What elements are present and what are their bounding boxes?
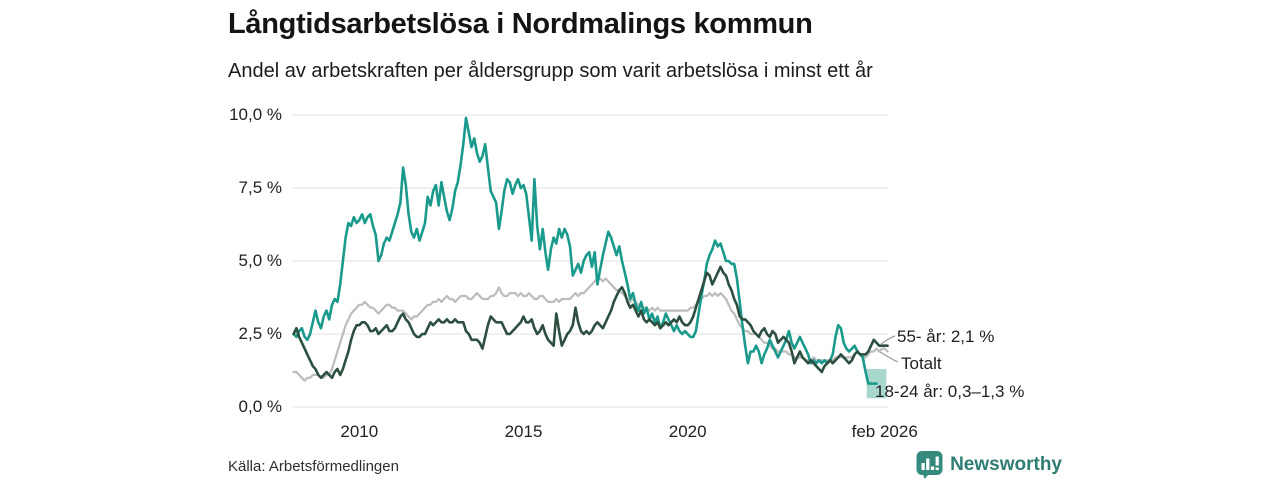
page-subtitle: Andel av arbetskraften per åldersgrupp s… bbox=[228, 60, 873, 82]
series-line-total bbox=[292, 277, 889, 382]
page-title: Långtidsarbetslösa i Nordmalings kommun bbox=[228, 8, 813, 40]
newsworthy-logo[interactable]: Newsworthy bbox=[916, 450, 1062, 479]
y-axis-tick-label: 2,5 % bbox=[238, 324, 282, 343]
series-line-senior bbox=[292, 265, 889, 380]
x-axis-tick-label: 2010 bbox=[340, 422, 379, 441]
x-axis-tick-label: 2015 bbox=[504, 422, 543, 441]
series-label-senior: 55- år: 2,1 % bbox=[897, 327, 995, 346]
y-axis-tick-label: 5,0 % bbox=[238, 251, 282, 270]
bar-chart-speech-bubble-icon bbox=[916, 451, 943, 479]
series-label-youth: 18-24 år: 0,3–1,3 % bbox=[875, 382, 1025, 401]
y-axis-tick-label: 10,0 % bbox=[229, 105, 282, 124]
y-axis-tick-label: 0,0 % bbox=[238, 397, 282, 416]
series-line-youth bbox=[292, 116, 878, 385]
leader-line-senior bbox=[880, 335, 896, 345]
newsworthy-wordmark: Newsworthy bbox=[950, 453, 1062, 475]
leader-line-total bbox=[879, 351, 899, 363]
y-axis-tick-label: 7,5 % bbox=[238, 178, 282, 197]
x-axis-tick-label: feb 2026 bbox=[851, 422, 918, 441]
source-note: Källa: Arbetsförmedlingen bbox=[228, 458, 399, 475]
x-axis-tick-label: 2020 bbox=[668, 422, 707, 441]
series-label-total: Totalt bbox=[901, 354, 942, 373]
